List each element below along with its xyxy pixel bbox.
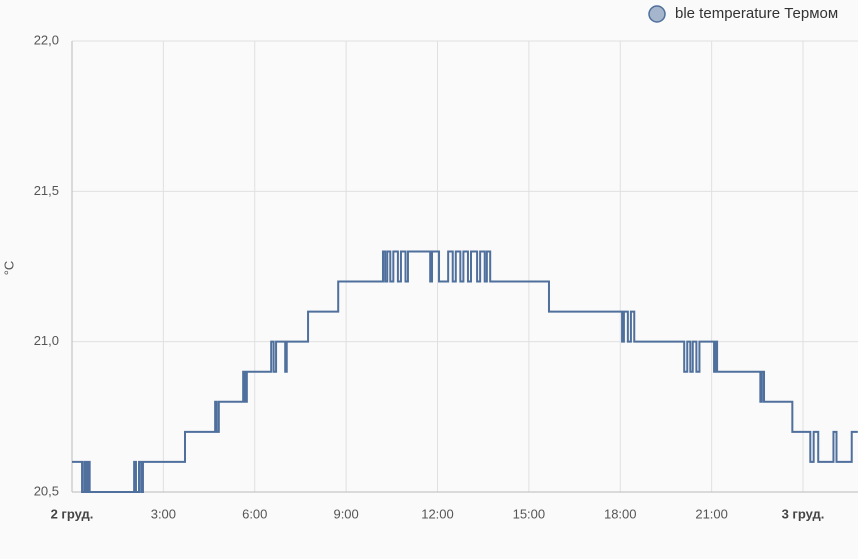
x-tick-label: 3 груд. (782, 506, 825, 521)
x-tick-label: 18:00 (604, 506, 637, 521)
y-axis-label: °C (1, 261, 16, 276)
y-tick-label: 22,0 (34, 32, 59, 47)
x-tick-label: 21:00 (695, 506, 728, 521)
x-tick-label: 2 груд. (51, 506, 94, 521)
y-tick-label: 21,0 (34, 333, 59, 348)
x-tick-label: 12:00 (421, 506, 454, 521)
x-tick-label: 3:00 (151, 506, 176, 521)
legend-marker (648, 5, 666, 23)
data-line (72, 250, 858, 493)
y-tick-label: 21,5 (34, 183, 59, 198)
y-tick-label: 20,5 (34, 483, 59, 498)
x-tick-label: 15:00 (513, 506, 546, 521)
x-tick-label: 9:00 (333, 506, 358, 521)
x-tick-label: 6:00 (242, 506, 267, 521)
legend-label: ble temperature Термом (675, 5, 838, 22)
